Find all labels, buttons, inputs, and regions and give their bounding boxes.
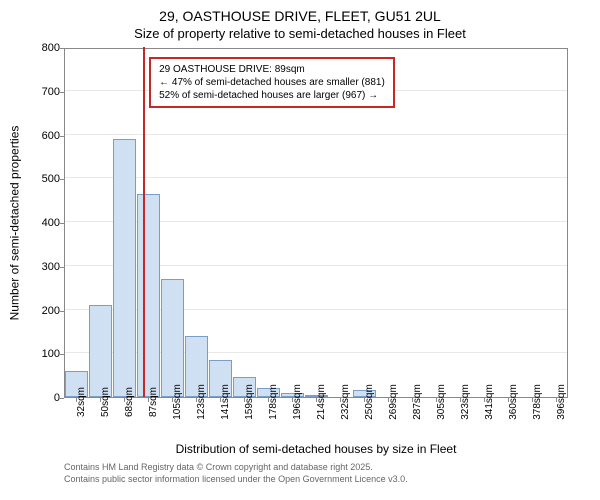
x-tick-label: 232sqm (340, 384, 351, 420)
x-tick-mark (196, 398, 197, 402)
x-tick-mark (124, 398, 125, 402)
y-tick-label: 800 (42, 42, 60, 54)
x-tick-mark (460, 398, 461, 402)
property-marker-line (143, 47, 145, 397)
y-tick-label: 400 (42, 217, 60, 229)
x-tick-label: 68sqm (124, 387, 135, 417)
x-tick-label: 178sqm (268, 384, 279, 420)
y-tick-mark (60, 179, 64, 180)
plot-area: 29 OASTHOUSE DRIVE: 89sqm← 47% of semi-d… (64, 48, 568, 398)
x-tick-label: 141sqm (220, 384, 231, 420)
grid-line (65, 177, 567, 178)
x-tick-label: 378sqm (532, 384, 543, 420)
x-tick-label: 32sqm (76, 387, 87, 417)
x-tick-mark (76, 398, 77, 402)
x-tick-mark (244, 398, 245, 402)
chart-title-sub: Size of property relative to semi-detach… (0, 26, 600, 41)
y-tick-mark (60, 267, 64, 268)
x-tick-label: 159sqm (244, 384, 255, 420)
x-tick-mark (484, 398, 485, 402)
y-tick-label: 500 (42, 173, 60, 185)
x-tick-mark (292, 398, 293, 402)
y-axis-label: Number of semi-detached properties (6, 48, 22, 398)
y-tick-label: 700 (42, 86, 60, 98)
callout-line-2: ← 47% of semi-detached houses are smalle… (159, 76, 385, 89)
y-tick-mark (60, 48, 64, 49)
x-tick-mark (220, 398, 221, 402)
x-tick-label: 196sqm (292, 384, 303, 420)
histogram-bar (161, 279, 184, 397)
x-tick-mark (340, 398, 341, 402)
property-callout: 29 OASTHOUSE DRIVE: 89sqm← 47% of semi-d… (149, 57, 395, 108)
x-tick-mark (508, 398, 509, 402)
x-tick-label: 214sqm (316, 384, 327, 420)
x-tick-label: 360sqm (508, 384, 519, 420)
footer-line-1: Contains HM Land Registry data © Crown c… (64, 462, 408, 474)
x-tick-label: 323sqm (460, 384, 471, 420)
x-axis-label: Distribution of semi-detached houses by … (64, 442, 568, 456)
x-tick-mark (316, 398, 317, 402)
x-tick-mark (388, 398, 389, 402)
histogram-bar (89, 305, 112, 397)
y-tick-label: 200 (42, 305, 60, 317)
x-tick-mark (436, 398, 437, 402)
y-tick-label: 100 (42, 348, 60, 360)
grid-line (65, 134, 567, 135)
y-tick-mark (60, 311, 64, 312)
x-tick-mark (364, 398, 365, 402)
x-tick-label: 305sqm (436, 384, 447, 420)
x-tick-label: 123sqm (196, 384, 207, 420)
histogram-bar (137, 194, 160, 397)
footer-attribution: Contains HM Land Registry data © Crown c… (64, 462, 408, 485)
x-tick-label: 87sqm (148, 387, 159, 417)
chart-title-main: 29, OASTHOUSE DRIVE, FLEET, GU51 2UL (0, 8, 600, 24)
x-tick-mark (412, 398, 413, 402)
x-tick-mark (100, 398, 101, 402)
y-tick-mark (60, 354, 64, 355)
x-tick-label: 105sqm (172, 384, 183, 420)
y-tick-mark (60, 92, 64, 93)
x-tick-label: 287sqm (412, 384, 423, 420)
x-tick-label: 341sqm (484, 384, 495, 420)
y-tick-label: 600 (42, 130, 60, 142)
x-tick-mark (148, 398, 149, 402)
callout-line-3: 52% of semi-detached houses are larger (… (159, 89, 385, 102)
x-tick-mark (268, 398, 269, 402)
x-tick-mark (172, 398, 173, 402)
y-tick-mark (60, 136, 64, 137)
y-tick-label: 300 (42, 261, 60, 273)
property-size-histogram: 29, OASTHOUSE DRIVE, FLEET, GU51 2UL Siz… (0, 0, 600, 500)
x-tick-mark (532, 398, 533, 402)
x-tick-mark (556, 398, 557, 402)
callout-line-1: 29 OASTHOUSE DRIVE: 89sqm (159, 63, 385, 76)
y-tick-mark (60, 223, 64, 224)
histogram-bar (113, 139, 136, 397)
x-tick-label: 269sqm (388, 384, 399, 420)
x-tick-label: 50sqm (100, 387, 111, 417)
x-tick-label: 250sqm (364, 384, 375, 420)
x-tick-label: 396sqm (556, 384, 567, 420)
footer-line-2: Contains public sector information licen… (64, 474, 408, 486)
y-tick-mark (60, 398, 64, 399)
